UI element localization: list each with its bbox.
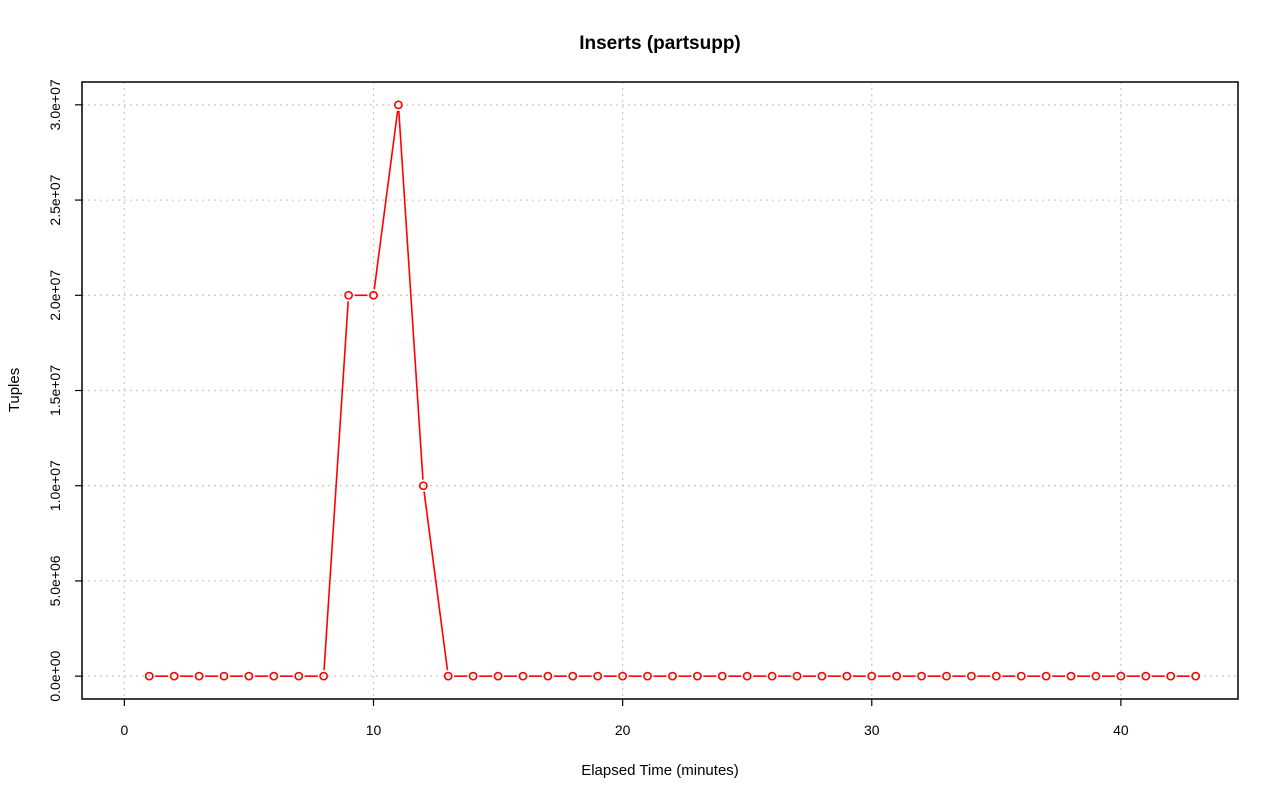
data-point [692, 671, 702, 681]
data-point [169, 671, 179, 681]
y-tick-label: 0.0e+00 [47, 650, 63, 701]
data-point [144, 671, 154, 681]
data-point [219, 671, 229, 681]
data-point [668, 671, 677, 681]
data-point [568, 671, 578, 681]
grid-lines [82, 82, 1238, 699]
data-point [867, 671, 877, 681]
y-tick-label: 1.5e+07 [47, 365, 63, 416]
data-point [967, 671, 976, 681]
data-point [618, 671, 628, 681]
series-line-segment [323, 301, 349, 671]
y-tick-label: 2.0e+07 [47, 270, 63, 321]
data-point [842, 671, 852, 681]
y-tick-label: 3.0e+07 [47, 79, 63, 130]
data-point [194, 671, 204, 681]
series-line-segment [397, 110, 424, 480]
data-point [1166, 671, 1176, 681]
data-point [244, 671, 254, 681]
data-point [817, 671, 827, 681]
data-point [1016, 671, 1026, 681]
data-point [991, 671, 1001, 681]
y-tick-label: 5.0e+06 [47, 555, 63, 606]
chart-title: Inserts (partsupp) [579, 33, 741, 54]
data-point [917, 671, 926, 681]
y-tick-label: 2.5e+07 [47, 174, 63, 225]
data-point [1191, 671, 1201, 681]
data-point [468, 671, 478, 681]
data-point [319, 671, 329, 681]
x-tick-label: 10 [366, 722, 382, 738]
y-axis: 0.0e+00 5.0e+06 1.0e+07 1.5e+07 2.0e+07 2.5e+… [47, 79, 82, 702]
data-point [593, 671, 603, 681]
data-point [1141, 671, 1151, 681]
data-point [418, 481, 428, 491]
data-point [1091, 671, 1101, 681]
x-tick-label: 40 [1113, 722, 1129, 738]
data-point [394, 100, 403, 110]
y-tick-label: 1.0e+07 [47, 460, 63, 511]
data-point [493, 671, 503, 681]
series-line-segment [373, 110, 399, 290]
data-point [369, 290, 378, 300]
data-point [543, 671, 553, 681]
series-line-segment [423, 491, 449, 671]
data-point [269, 671, 279, 681]
data-point [1041, 671, 1051, 681]
x-tick-label: 20 [615, 722, 631, 738]
data-point [717, 671, 727, 681]
data-point [742, 671, 752, 681]
data-series [144, 100, 1201, 681]
data-point [1116, 671, 1126, 681]
data-point [294, 671, 304, 681]
x-axis: 0 10 20 30 40 [120, 699, 1129, 738]
x-tick-label: 30 [864, 722, 880, 738]
data-point [792, 671, 802, 681]
x-axis-label: Elapsed Time (minutes) [581, 762, 739, 779]
data-point [942, 671, 951, 681]
data-point [643, 671, 652, 681]
y-axis-label: Tuples [6, 368, 23, 412]
data-point [344, 290, 353, 300]
x-tick-label: 0 [120, 722, 128, 738]
data-point [1066, 671, 1076, 681]
data-point [443, 671, 453, 681]
data-point [518, 671, 528, 681]
data-point [767, 671, 777, 681]
data-point [892, 671, 902, 681]
